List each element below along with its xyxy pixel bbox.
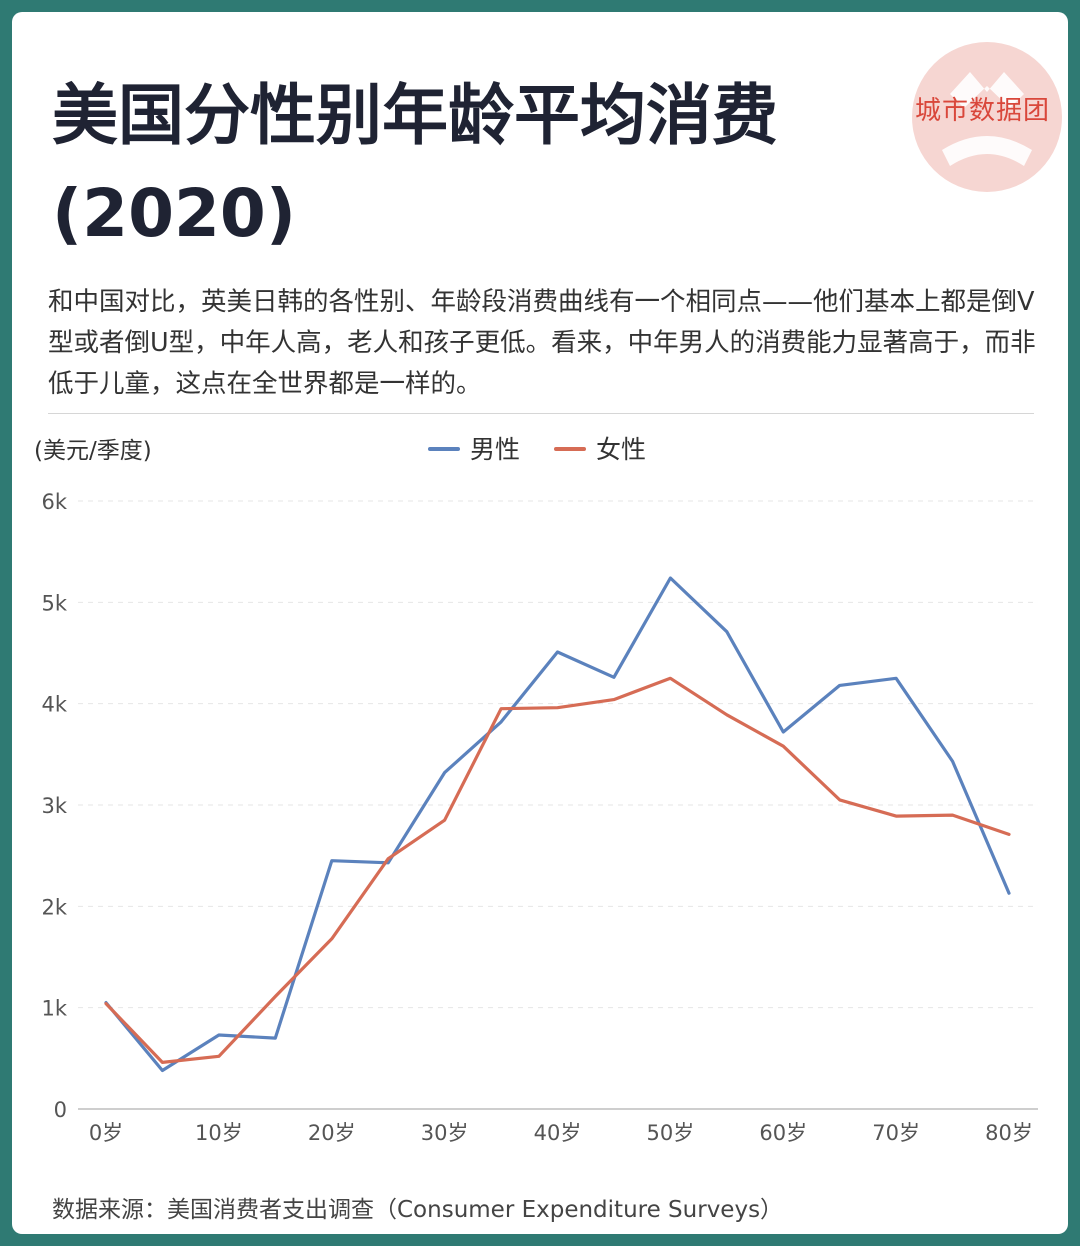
x-tick-label: 20岁 [308, 1121, 356, 1145]
y-tick-label: 2k [41, 895, 67, 919]
title-year: (2020) [52, 175, 297, 252]
data-source: 数据来源：美国消费者支出调查（Consumer Expenditure Surv… [52, 1197, 784, 1223]
gridlines [78, 500, 1038, 1009]
y-tick-label: 3k [41, 794, 67, 818]
x-tick-label: 50岁 [647, 1121, 695, 1145]
title-main: 美国分性别年龄平均消费 [52, 77, 778, 154]
x-tick-label: 0岁 [89, 1121, 123, 1145]
series-line [104, 676, 1011, 1065]
brand-name: 城市数据团 [915, 96, 1051, 126]
series-line [104, 576, 1011, 1073]
y-tick-label: 6k [41, 490, 67, 514]
y-tick-label: 0 [54, 1098, 67, 1122]
x-tick-label: 10岁 [195, 1121, 243, 1145]
divider [48, 413, 1034, 414]
y-tick-label: 1k [41, 997, 67, 1021]
x-tick-label: 80岁 [985, 1121, 1033, 1145]
legend-label: 男性 [470, 435, 520, 464]
x-tick-label: 70岁 [872, 1121, 920, 1145]
y-tick-label: 4k [41, 693, 67, 717]
page-title: 美国分性别年龄平均消费 (2020) [52, 67, 872, 263]
y-axis-unit-label: (美元/季度) [34, 438, 152, 464]
axes: 0 1k 2k 3k 4k 5k 6k 0岁 10岁 20岁 30岁 40岁 50岁 60岁 70岁 80岁 (… [34, 438, 1038, 1145]
city-data-logo-icon [912, 42, 1062, 192]
legend: 男性 女性 [428, 435, 646, 464]
x-tick-label: 40岁 [534, 1121, 582, 1145]
legend-label: 女性 [596, 435, 646, 464]
x-tick-label: 60岁 [759, 1121, 807, 1145]
series-lines [104, 576, 1011, 1073]
y-tick-label: 5k [41, 591, 67, 615]
description: 和中国对比，英美日韩的各性别、年龄段消费曲线有一个相同点——他们基本上都是倒V型… [48, 287, 1036, 399]
x-tick-label: 30岁 [421, 1121, 469, 1145]
infographic-card: 城市数据团 美国分性别年龄平均消费 (2020) 和中国对比，英美日韩的各性别、… [12, 12, 1068, 1234]
